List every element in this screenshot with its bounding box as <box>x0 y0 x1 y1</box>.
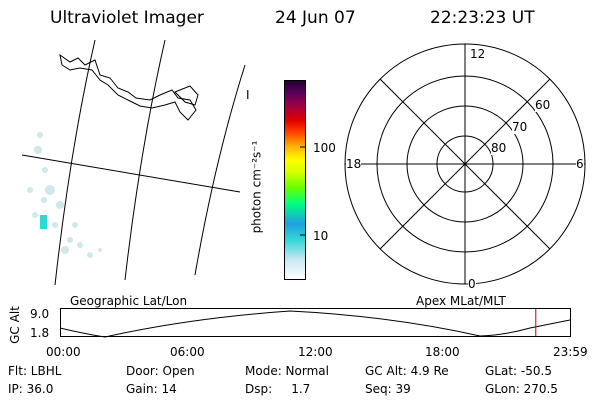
aurora-specks <box>27 132 102 258</box>
info-seq: Seq: 39 <box>365 382 411 396</box>
lat-label-60: 60 <box>535 98 551 112</box>
coastline <box>59 53 197 121</box>
altplot-xtick: 12:00 <box>298 345 333 359</box>
info-ip: IP: 36.0 <box>8 382 54 396</box>
meridian-line <box>194 64 246 276</box>
polar-diagonal <box>379 78 551 250</box>
info-door: Door: Open <box>126 364 195 378</box>
altitude-curve <box>60 310 571 338</box>
altplot-xtick: 06:00 <box>170 345 205 359</box>
lat-label-70: 70 <box>512 120 528 134</box>
colorbar-label: photon cm⁻²s⁻¹ <box>249 140 264 234</box>
altitude-plot <box>60 308 571 338</box>
colorbar-tick-10: 10 <box>313 229 329 243</box>
lat-label-80: 80 <box>491 141 507 155</box>
altplot-xtick: 23:59 <box>553 345 588 359</box>
altplot-ytick-9: 9.0 <box>30 307 50 321</box>
geographic-map <box>21 40 246 286</box>
meridian-line <box>124 40 166 281</box>
info-glat: GLat: -50.5 <box>485 364 552 378</box>
mlt-label-6: 6 <box>576 157 584 171</box>
date-label: 24 Jun 07 <box>275 8 356 28</box>
altplot-xtick: 00:00 <box>46 345 81 359</box>
altplot-ytick-1.8: 1.8 <box>30 326 50 340</box>
latitude-line <box>21 154 241 193</box>
info-gc-alt: GC Alt: 4.9 Re <box>365 364 449 378</box>
aurora-bright-spot <box>40 215 47 229</box>
meridian-line <box>54 40 96 286</box>
info-mode: Mode: Normal <box>245 364 329 378</box>
altplot-xtick: 18:00 <box>425 345 460 359</box>
app-title: Ultraviolet Imager <box>50 8 204 28</box>
altplot-ylabel: GC Alt <box>7 306 22 344</box>
time-label: 22:23:23 UT <box>430 8 535 28</box>
colorbar <box>284 80 306 280</box>
polar-plot <box>344 43 586 285</box>
geo-panel-label: Geographic Lat/Lon <box>70 294 188 308</box>
apex-panel-label: Apex MLat/MLT <box>416 294 506 308</box>
geo-marker: I <box>246 88 250 102</box>
info-filter: Flt: LBHL <box>8 364 62 378</box>
mlt-label-18: 18 <box>346 157 362 171</box>
mlt-label-0: 0 <box>468 277 476 291</box>
info-glon: GLon: 270.5 <box>485 382 558 396</box>
colorbar-tick-100: 100 <box>313 141 336 155</box>
info-dsp: Dsp: 1.7 <box>245 382 311 396</box>
coastline <box>174 85 199 106</box>
info-gain: Gain: 14 <box>126 382 177 396</box>
mlt-label-12: 12 <box>470 47 486 61</box>
